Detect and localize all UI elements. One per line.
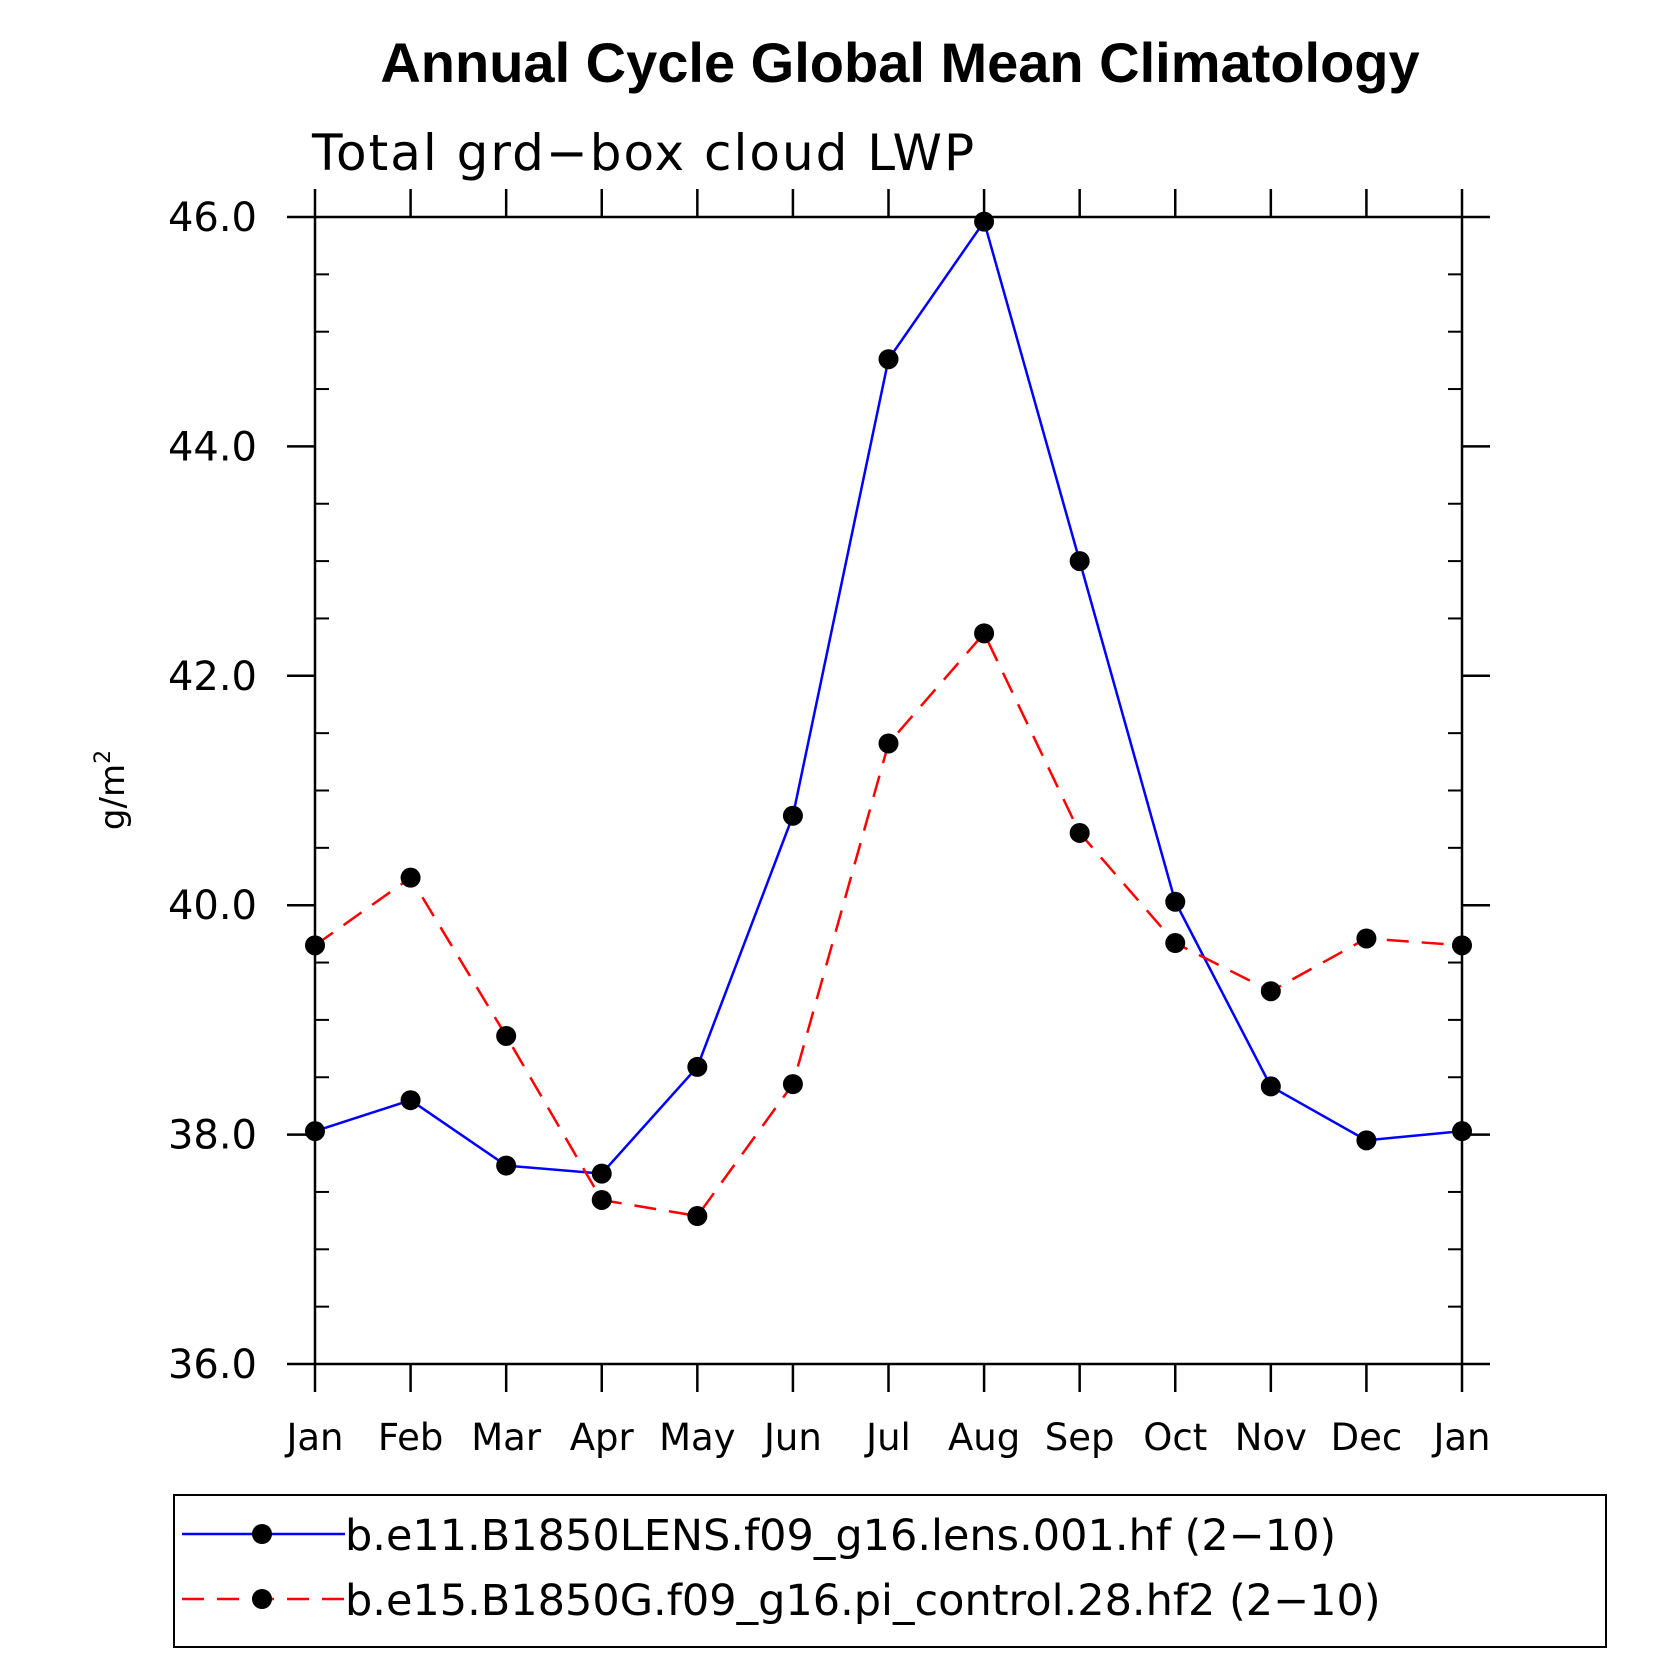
data-point — [1260, 1076, 1281, 1097]
series-2 — [305, 623, 1472, 1227]
data-point — [974, 623, 995, 644]
data-point — [591, 1189, 612, 1210]
data-point — [496, 1025, 517, 1046]
data-point — [782, 805, 803, 826]
series-1 — [305, 211, 1472, 1184]
data-point — [878, 349, 899, 370]
data-point — [782, 1074, 803, 1095]
data-point — [496, 1155, 517, 1176]
legend-box — [173, 1494, 1607, 1648]
data-point — [1069, 822, 1090, 843]
chart-subtitle: Total grd−box cloud LWP — [311, 124, 976, 182]
x-tick-label: Mar — [471, 1416, 542, 1459]
y-axis-label: g/m2 — [91, 750, 133, 830]
data-point — [687, 1056, 708, 1077]
y-tick-label: 44.0 — [168, 424, 257, 470]
chart-title: Annual Cycle Global Mean Climatology — [380, 31, 1419, 94]
data-point — [878, 733, 899, 754]
data-point — [400, 867, 421, 888]
x-tick-label: Feb — [378, 1416, 444, 1459]
series-layer — [305, 211, 1472, 1227]
x-tick-label: Jul — [864, 1416, 911, 1459]
legend: b.e11.B1850LENS.f09_g16.lens.001.hf (2−1… — [173, 1494, 1607, 1648]
legend-label: b.e15.B1850G.f09_g16.pi_control.28.hf2 (… — [345, 1576, 1381, 1626]
legend-entry-1: b.e11.B1850LENS.f09_g16.lens.001.hf (2−1… — [182, 1511, 1336, 1561]
data-point — [400, 1090, 421, 1111]
data-point — [974, 211, 995, 232]
x-tick-label: May — [659, 1416, 736, 1459]
y-axis-label-unit: g/m — [93, 764, 133, 830]
y-tick-label: 36.0 — [168, 1342, 257, 1388]
data-point — [1069, 551, 1090, 572]
y-tick-label: 38.0 — [168, 1113, 257, 1159]
data-point — [1165, 933, 1186, 954]
y-tick-label: 40.0 — [168, 883, 257, 929]
y-tick-label: 46.0 — [168, 195, 257, 241]
legend-entry-2: b.e15.B1850G.f09_g16.pi_control.28.hf2 (… — [182, 1576, 1381, 1626]
legend-swatch-marker — [252, 1589, 272, 1609]
data-point — [687, 1206, 708, 1227]
x-tick-label: Jan — [284, 1416, 343, 1459]
data-point — [305, 935, 325, 956]
x-tick-label: Aug — [948, 1416, 1020, 1459]
legend-swatch-marker — [252, 1524, 272, 1544]
x-tick-label: Jun — [762, 1416, 822, 1459]
data-point — [305, 1121, 325, 1142]
axes: Jan Feb Mar Apr May Jun Jul Aug Sep Oct Nov Dec Jan 3… — [168, 189, 1491, 1459]
data-point — [1452, 1121, 1472, 1142]
x-tick-label: Dec — [1331, 1416, 1403, 1459]
x-tick-label: Jan — [1431, 1416, 1490, 1459]
data-point — [1356, 1130, 1377, 1151]
x-tick-label: Oct — [1143, 1416, 1207, 1459]
data-point — [591, 1163, 612, 1184]
data-point — [1452, 935, 1472, 956]
x-tick-label: Sep — [1045, 1416, 1115, 1459]
data-point — [1356, 928, 1377, 949]
series-line — [314, 631, 1463, 1218]
legend-label: b.e11.B1850LENS.f09_g16.lens.001.hf (2−1… — [345, 1511, 1336, 1561]
x-tick-label: Apr — [570, 1416, 635, 1459]
x-tick-label: Nov — [1235, 1416, 1307, 1459]
y-tick-label: 42.0 — [168, 654, 257, 700]
y-axis-label-superscript: 2 — [91, 750, 116, 764]
plot-frame — [313, 215, 1464, 1366]
data-point — [1165, 891, 1186, 912]
data-point — [1260, 981, 1281, 1002]
